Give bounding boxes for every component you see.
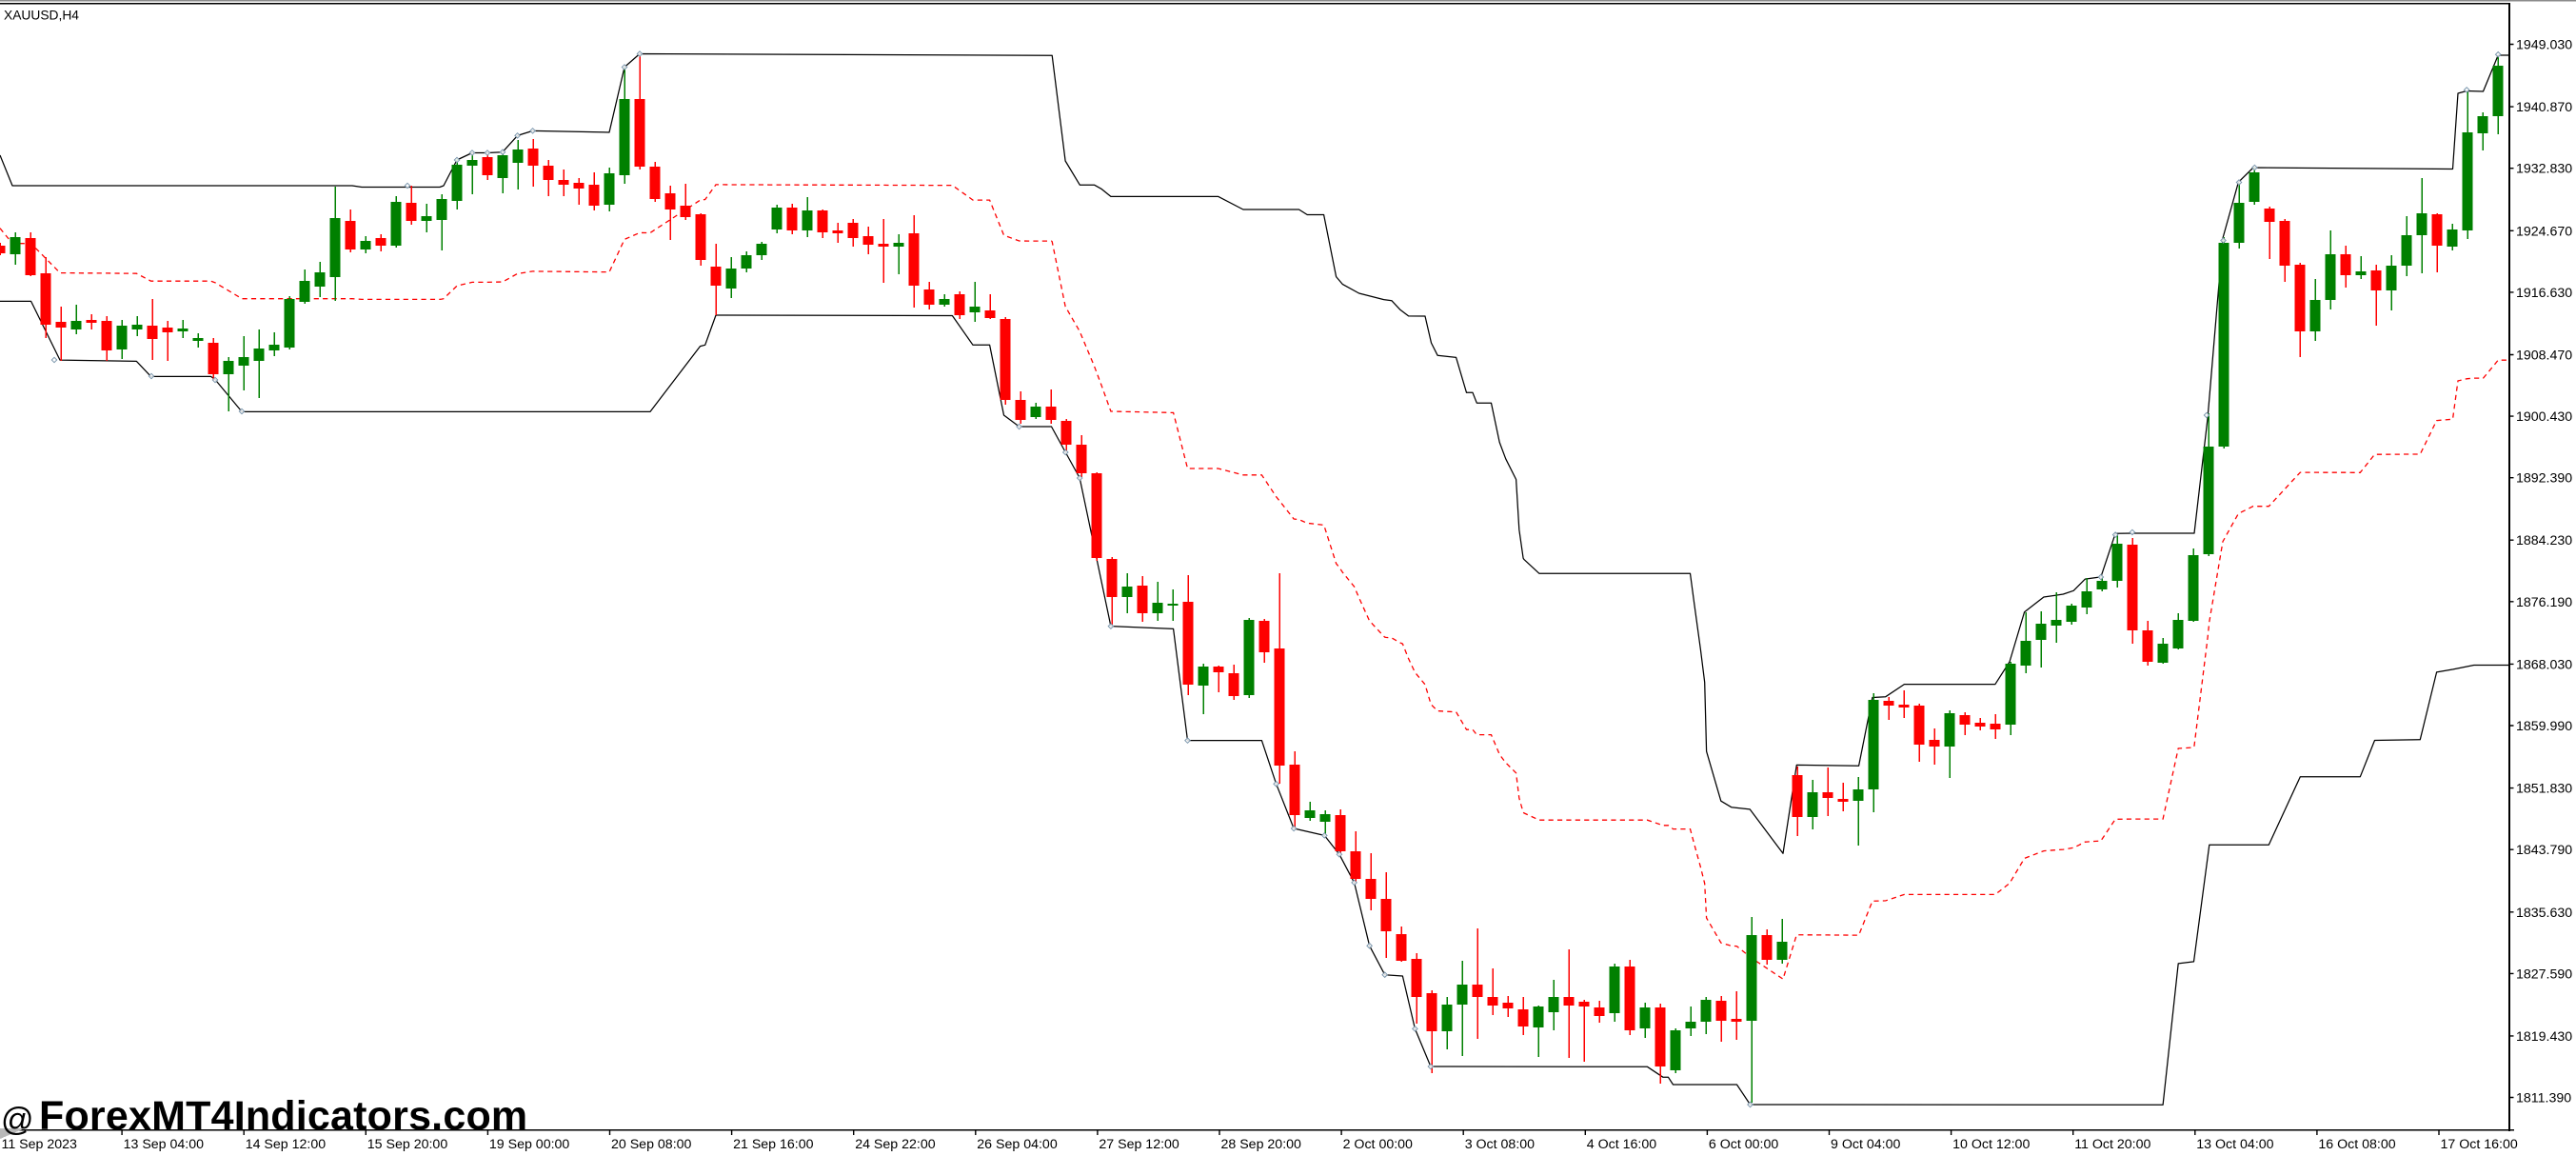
svg-text:24 Sep 22:00: 24 Sep 22:00	[855, 1137, 936, 1151]
svg-text:1949.030: 1949.030	[2516, 38, 2572, 53]
svg-text:XAUUSD,H4: XAUUSD,H4	[4, 9, 79, 23]
svg-text:1827.590: 1827.590	[2516, 967, 2572, 982]
svg-text:6 Oct 00:00: 6 Oct 00:00	[1709, 1137, 1778, 1151]
svg-text:1811.390: 1811.390	[2516, 1091, 2571, 1106]
svg-text:9 Oct 04:00: 9 Oct 04:00	[1831, 1137, 1900, 1151]
svg-text:ForexMT4Indicators.com: ForexMT4Indicators.com	[39, 1093, 527, 1139]
svg-text:11 Oct 20:00: 11 Oct 20:00	[2074, 1137, 2150, 1151]
svg-text:1851.830: 1851.830	[2516, 782, 2572, 797]
svg-text:1924.670: 1924.670	[2516, 224, 2572, 239]
svg-text:4 Oct 16:00: 4 Oct 16:00	[1587, 1137, 1656, 1151]
svg-text:3 Oct 08:00: 3 Oct 08:00	[1465, 1137, 1535, 1151]
svg-text:13 Oct 04:00: 13 Oct 04:00	[2196, 1137, 2273, 1151]
svg-text:1859.990: 1859.990	[2516, 719, 2572, 734]
svg-text:20 Sep 08:00: 20 Sep 08:00	[611, 1137, 692, 1151]
svg-text:@: @	[1, 1102, 34, 1138]
svg-text:1868.030: 1868.030	[2516, 657, 2572, 672]
svg-text:17 Oct 16:00: 17 Oct 16:00	[2441, 1137, 2518, 1151]
svg-text:27 Sep 12:00: 27 Sep 12:00	[1099, 1137, 1179, 1151]
svg-text:1843.790: 1843.790	[2516, 843, 2572, 858]
svg-text:1835.630: 1835.630	[2516, 906, 2572, 921]
svg-text:11 Sep 2023: 11 Sep 2023	[2, 1137, 78, 1151]
svg-text:1884.230: 1884.230	[2516, 533, 2572, 548]
svg-text:1819.430: 1819.430	[2516, 1029, 2572, 1045]
svg-text:14 Sep 12:00: 14 Sep 12:00	[246, 1137, 327, 1151]
svg-text:1940.870: 1940.870	[2516, 100, 2572, 115]
svg-text:15 Sep 20:00: 15 Sep 20:00	[367, 1137, 448, 1151]
svg-text:1900.430: 1900.430	[2516, 409, 2572, 425]
svg-text:13 Sep 04:00: 13 Sep 04:00	[124, 1137, 205, 1151]
svg-text:21 Sep 16:00: 21 Sep 16:00	[733, 1137, 814, 1151]
svg-text:2 Oct 00:00: 2 Oct 00:00	[1343, 1137, 1413, 1151]
svg-text:1908.470: 1908.470	[2516, 349, 2572, 364]
svg-text:26 Sep 04:00: 26 Sep 04:00	[977, 1137, 1058, 1151]
svg-text:16 Oct 08:00: 16 Oct 08:00	[2318, 1137, 2395, 1151]
svg-text:1892.390: 1892.390	[2516, 471, 2572, 487]
svg-text:1916.630: 1916.630	[2516, 286, 2572, 301]
svg-text:28 Sep 20:00: 28 Sep 20:00	[1221, 1137, 1302, 1151]
svg-text:19 Sep 00:00: 19 Sep 00:00	[489, 1137, 570, 1151]
svg-text:10 Oct 12:00: 10 Oct 12:00	[1952, 1137, 2030, 1151]
svg-text:1876.190: 1876.190	[2516, 595, 2572, 610]
svg-text:1932.830: 1932.830	[2516, 162, 2572, 177]
